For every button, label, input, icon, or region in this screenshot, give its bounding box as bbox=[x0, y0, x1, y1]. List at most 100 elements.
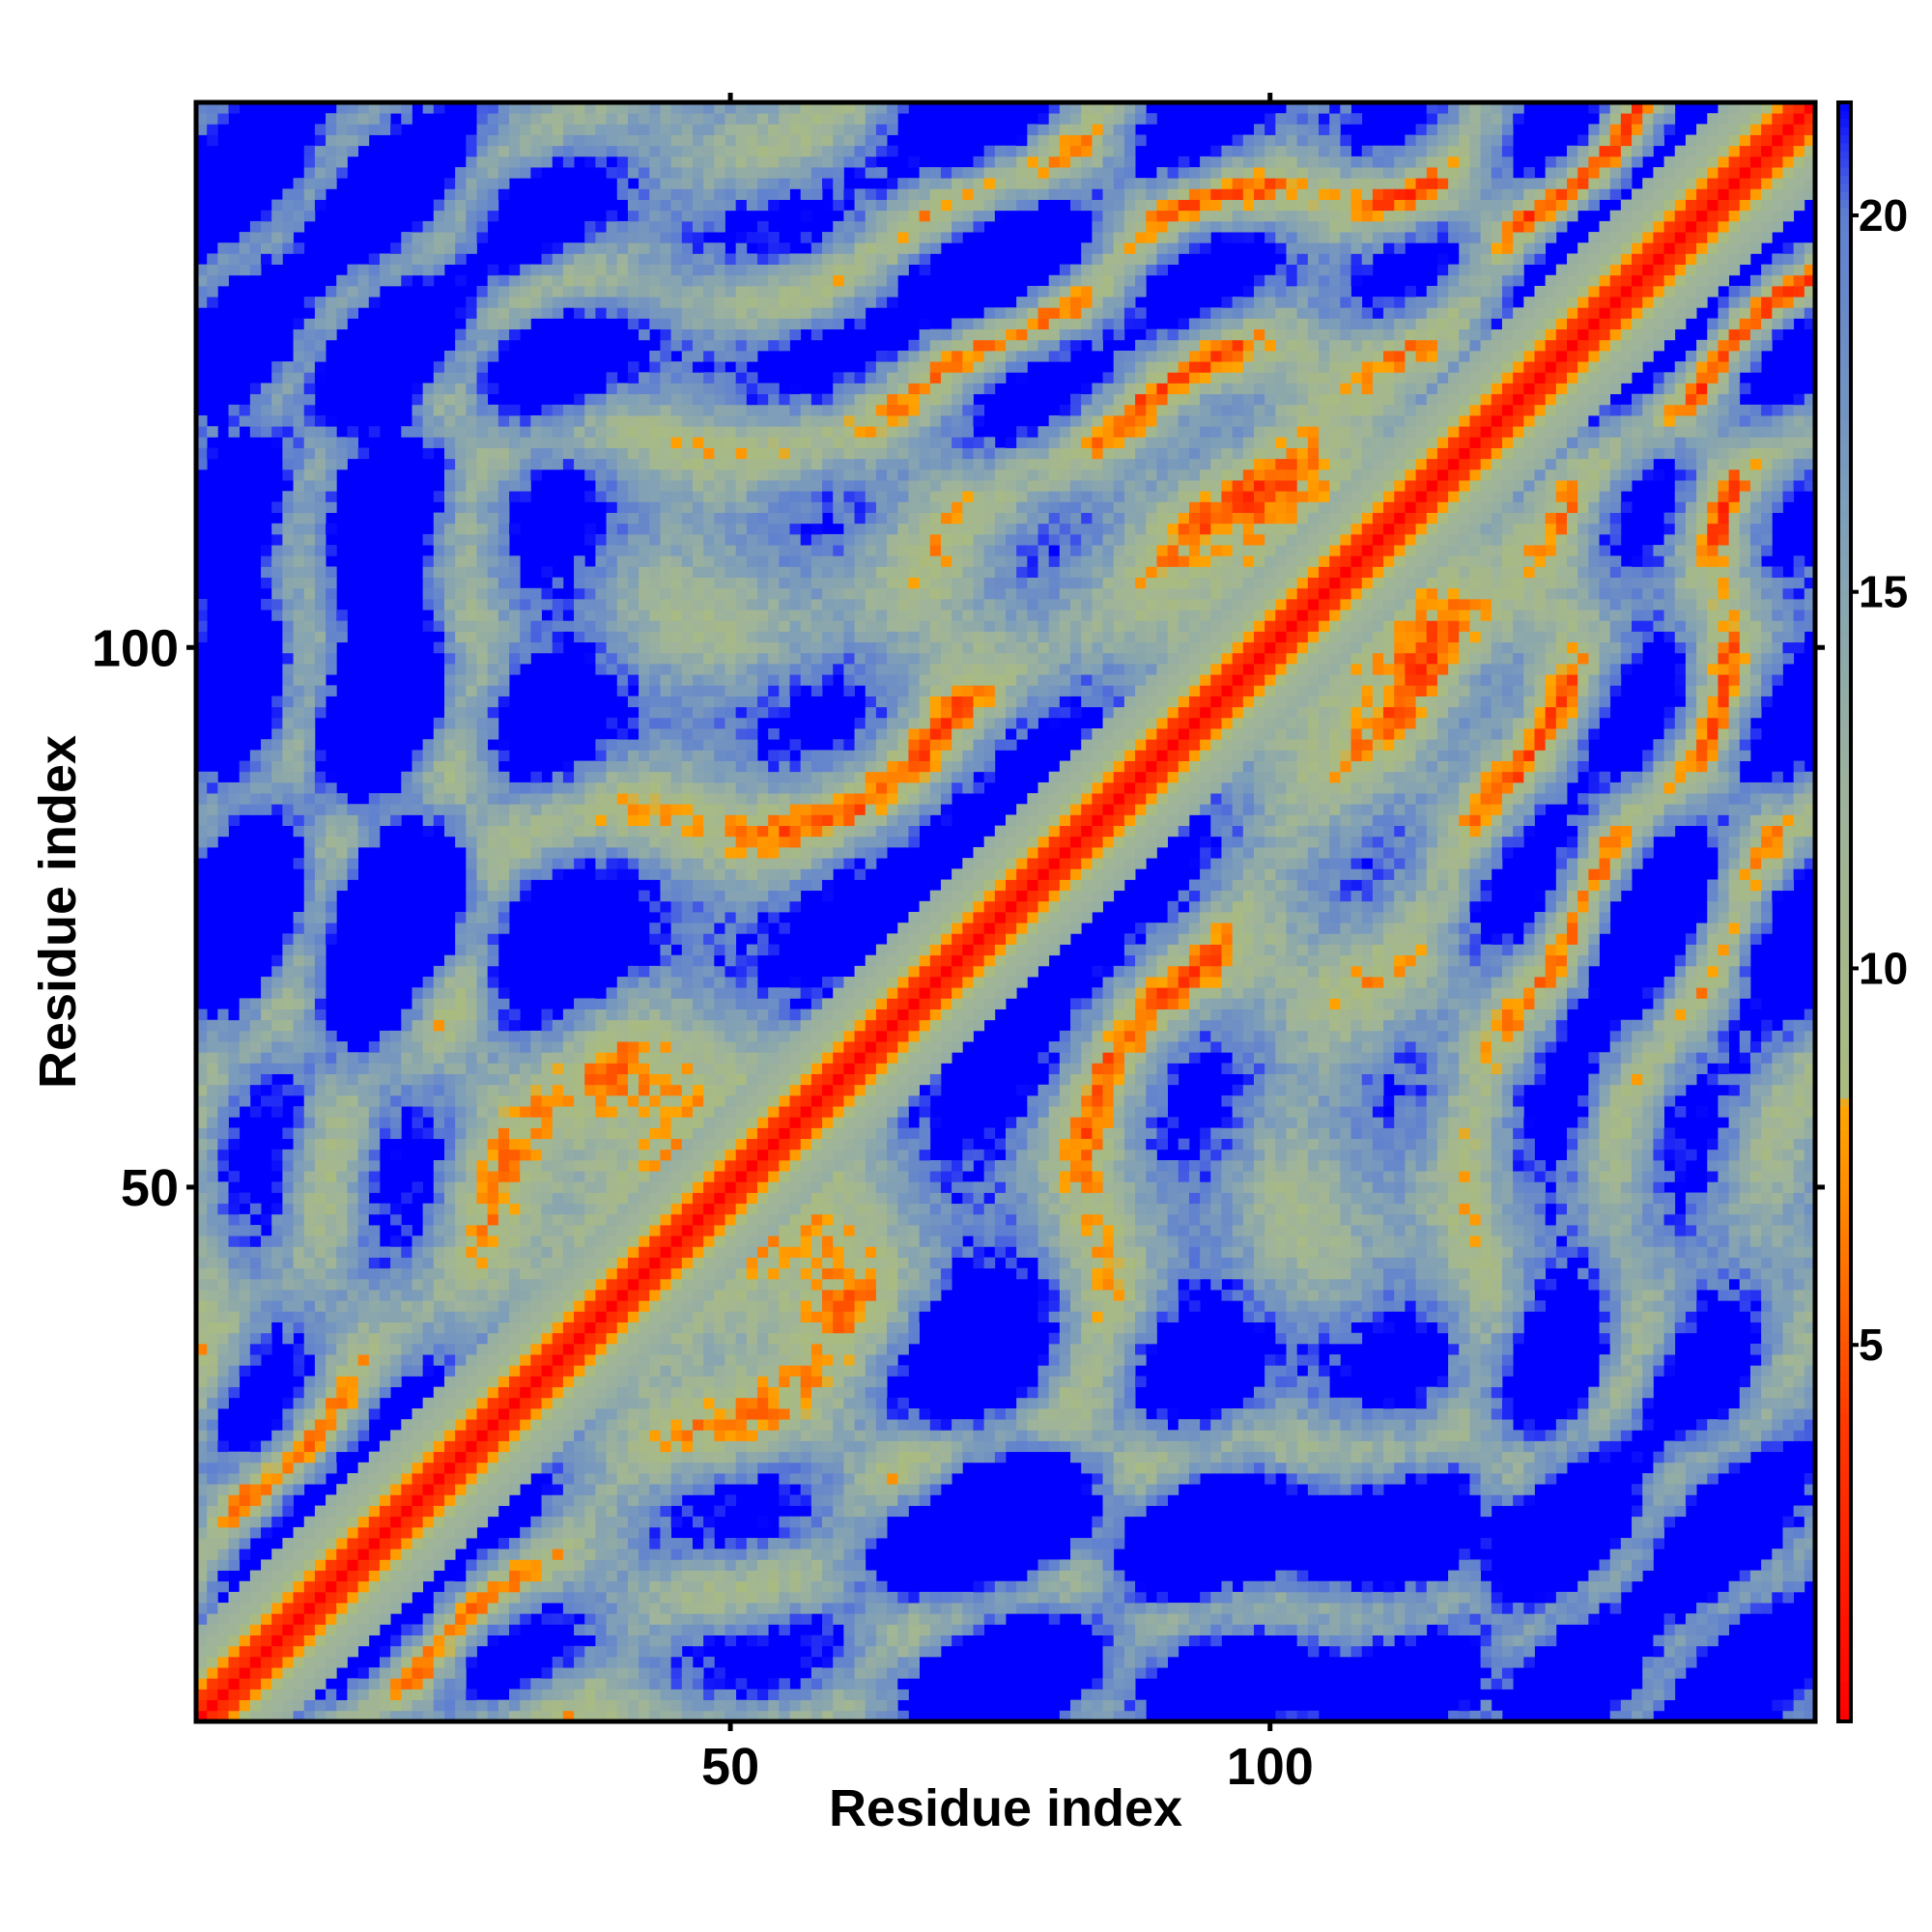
heatmap-cell bbox=[627, 977, 639, 988]
heatmap-cell bbox=[476, 868, 489, 880]
heatmap-cell bbox=[466, 1494, 477, 1506]
heatmap-cell bbox=[530, 631, 542, 643]
heatmap-cell bbox=[660, 739, 672, 751]
heatmap-cell bbox=[703, 631, 715, 643]
heatmap-cell bbox=[595, 134, 607, 147]
heatmap-cell bbox=[639, 1321, 650, 1334]
heatmap-cell bbox=[466, 188, 477, 200]
heatmap-cell bbox=[249, 1019, 262, 1032]
heatmap-cell bbox=[455, 1484, 467, 1495]
heatmap-cell bbox=[336, 620, 348, 632]
heatmap-cell bbox=[401, 1321, 412, 1334]
heatmap-cell bbox=[627, 167, 639, 179]
heatmap-cell bbox=[347, 1430, 358, 1441]
heatmap-cell bbox=[606, 480, 618, 492]
heatmap-cell bbox=[466, 598, 477, 611]
heatmap-cell bbox=[627, 1117, 639, 1128]
heatmap-cell bbox=[433, 1484, 445, 1495]
heatmap-cell bbox=[314, 933, 327, 945]
heatmap-cell bbox=[541, 1559, 554, 1571]
heatmap-cell bbox=[692, 1094, 704, 1107]
heatmap-cell bbox=[541, 1159, 554, 1172]
heatmap-cell bbox=[379, 1300, 391, 1312]
heatmap-cell bbox=[616, 987, 629, 999]
heatmap-cell bbox=[271, 706, 283, 719]
heatmap-cell bbox=[649, 555, 661, 567]
heatmap-cell bbox=[455, 1343, 467, 1355]
heatmap-cell bbox=[660, 1106, 672, 1118]
heatmap-cell bbox=[487, 1257, 499, 1269]
heatmap-cell bbox=[196, 1548, 208, 1560]
heatmap-cell bbox=[639, 1171, 650, 1182]
heatmap-cell bbox=[681, 533, 694, 546]
heatmap-cell bbox=[303, 781, 316, 794]
heatmap-cell bbox=[552, 242, 564, 254]
heatmap-cell bbox=[541, 1407, 554, 1420]
heatmap-cell bbox=[606, 447, 618, 460]
heatmap-cell bbox=[466, 977, 477, 988]
heatmap-cell bbox=[196, 1181, 208, 1193]
heatmap-cell bbox=[606, 998, 618, 1009]
heatmap-cell bbox=[541, 264, 554, 276]
heatmap-cell bbox=[293, 555, 305, 567]
heatmap-cell bbox=[574, 1365, 585, 1377]
heatmap-cell bbox=[357, 1591, 370, 1604]
heatmap-cell bbox=[217, 1699, 229, 1712]
heatmap-cell bbox=[217, 1181, 229, 1193]
heatmap-cell bbox=[326, 912, 337, 923]
heatmap-cell bbox=[487, 318, 499, 330]
heatmap-cell bbox=[336, 1430, 348, 1441]
heatmap-cell bbox=[466, 1613, 477, 1625]
heatmap-cell bbox=[552, 458, 564, 470]
heatmap-cell bbox=[249, 1634, 262, 1647]
heatmap-cell bbox=[303, 912, 316, 923]
heatmap-cell bbox=[326, 1634, 337, 1647]
heatmap-cell bbox=[476, 1591, 489, 1604]
heatmap-cell bbox=[239, 1613, 251, 1625]
heatmap-cell bbox=[487, 1321, 499, 1334]
heatmap-cell bbox=[433, 383, 445, 395]
heatmap-cell bbox=[401, 1094, 412, 1107]
heatmap-cell bbox=[649, 987, 661, 999]
heatmap-cell bbox=[616, 512, 629, 525]
heatmap-cell bbox=[271, 965, 283, 978]
heatmap-cell bbox=[692, 1430, 704, 1441]
heatmap-cell bbox=[660, 1343, 672, 1355]
heatmap-cell bbox=[455, 1332, 467, 1345]
heatmap-cell bbox=[670, 1548, 683, 1560]
heatmap-cell bbox=[412, 1505, 424, 1518]
heatmap-cell bbox=[692, 134, 704, 147]
heatmap-cell bbox=[530, 1516, 542, 1528]
heatmap-cell bbox=[390, 1538, 402, 1549]
heatmap-cell bbox=[649, 1484, 661, 1495]
heatmap-cell bbox=[443, 793, 456, 805]
heatmap-cell bbox=[692, 846, 704, 859]
heatmap-cell bbox=[303, 1710, 316, 1722]
heatmap-cell bbox=[443, 674, 456, 686]
heatmap-cell bbox=[627, 1634, 639, 1647]
heatmap-cell bbox=[606, 1656, 618, 1668]
heatmap-cell bbox=[433, 1613, 445, 1625]
heatmap-cell bbox=[196, 1343, 208, 1355]
heatmap-cell bbox=[368, 1203, 381, 1215]
heatmap-cell bbox=[692, 1397, 704, 1409]
heatmap-cell bbox=[196, 1526, 208, 1539]
heatmap-cell bbox=[261, 1634, 272, 1647]
heatmap-cell bbox=[476, 1084, 489, 1096]
heatmap-cell bbox=[347, 1548, 358, 1560]
heatmap-cell bbox=[639, 232, 650, 243]
heatmap-cell bbox=[562, 242, 575, 254]
heatmap-cell bbox=[703, 1538, 715, 1549]
heatmap-cell bbox=[649, 297, 661, 308]
heatmap-cell bbox=[530, 1332, 542, 1345]
heatmap-cell bbox=[347, 1365, 358, 1377]
heatmap-cell bbox=[660, 1246, 672, 1258]
heatmap-cell bbox=[455, 598, 467, 611]
heatmap-cell bbox=[326, 1407, 337, 1420]
heatmap-cell bbox=[627, 1246, 639, 1258]
heatmap-cell bbox=[476, 1225, 489, 1236]
heatmap-cell bbox=[606, 664, 618, 675]
heatmap-cell bbox=[207, 124, 218, 135]
heatmap-cell bbox=[466, 998, 477, 1009]
heatmap-cell bbox=[541, 1009, 554, 1021]
